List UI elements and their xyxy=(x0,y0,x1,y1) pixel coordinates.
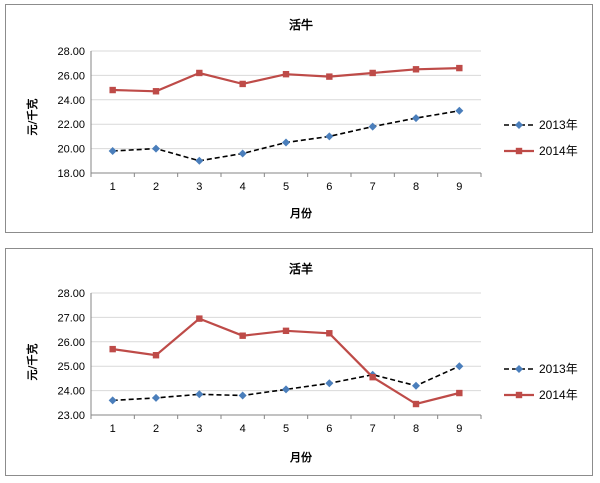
y-tick-label: 23.00 xyxy=(57,410,85,422)
data-point xyxy=(282,70,290,78)
data-point xyxy=(455,362,464,371)
x-tick-label: 8 xyxy=(413,181,419,193)
y-tick-label: 20.00 xyxy=(57,144,85,156)
data-point xyxy=(152,88,160,95)
x-tick-label: 8 xyxy=(413,423,419,435)
legend-label: 2014年 xyxy=(539,388,578,402)
data-point xyxy=(239,332,246,339)
x-tick-label: 4 xyxy=(240,423,246,435)
data-point xyxy=(412,381,420,390)
chart-panel-cattle: 活牛 月份 元/千克 28.00 26.00 24.00 22.00 20.00 18.0… xyxy=(5,4,593,233)
y-tick-label: 25.00 xyxy=(57,361,85,373)
data-point xyxy=(282,385,290,394)
legend-marker xyxy=(515,391,523,399)
x-tick-label: 6 xyxy=(326,423,332,435)
chart-sheep: 活羊 月份 元/千克 28.00 27.00 26.00 25.00 24.00 23.0… xyxy=(25,261,578,464)
legend-marker xyxy=(515,147,523,155)
data-point xyxy=(108,396,117,405)
data-point xyxy=(456,389,463,397)
y-tick-label: 26.00 xyxy=(57,70,85,82)
x-tick-label: 1 xyxy=(110,423,116,435)
data-point xyxy=(282,138,290,147)
legend-label: 2013年 xyxy=(539,362,578,376)
legend-label: 2014年 xyxy=(539,144,578,158)
x-tick-label: 2 xyxy=(153,423,159,435)
x-axis-label: 月份 xyxy=(289,450,313,464)
y-tick-label: 28.00 xyxy=(57,46,85,58)
data-point xyxy=(455,106,464,115)
y-axis-label: 元/千克 xyxy=(25,98,39,135)
y-tick-label: 26.00 xyxy=(57,337,85,349)
chart-title: 活羊 xyxy=(289,261,313,276)
data-point xyxy=(108,147,117,156)
x-tick-label: 5 xyxy=(283,181,289,193)
x-tick-label: 6 xyxy=(326,181,332,193)
x-tick-label: 9 xyxy=(456,423,462,435)
data-point xyxy=(238,391,247,400)
legend-label: 2013年 xyxy=(539,118,578,132)
data-point xyxy=(368,122,377,131)
legend-marker xyxy=(515,365,523,373)
x-tick-label: 1 xyxy=(110,181,116,193)
data-point xyxy=(282,327,290,335)
x-tick-label: 5 xyxy=(283,423,289,435)
y-tick-label: 24.00 xyxy=(57,386,85,398)
y-tick-label: 22.00 xyxy=(57,119,85,131)
x-tick-label: 3 xyxy=(196,423,202,435)
data-point xyxy=(325,132,334,141)
x-tick-label: 2 xyxy=(153,181,159,193)
data-point xyxy=(412,114,420,123)
chart-title: 活牛 xyxy=(289,17,313,32)
data-point xyxy=(238,149,247,158)
chart-cattle: 活牛 月份 元/千克 28.00 26.00 24.00 22.00 20.00 18.0… xyxy=(25,17,578,220)
series-line-2013年 xyxy=(112,110,460,162)
y-tick-label: 18.00 xyxy=(57,168,85,180)
data-point xyxy=(369,373,376,381)
chart-panel-sheep: 活羊 月份 元/千克 28.00 27.00 26.00 25.00 24.00 23.0… xyxy=(5,248,593,476)
data-point xyxy=(239,80,246,88)
x-tick-label: 4 xyxy=(240,181,246,193)
data-point xyxy=(196,315,203,322)
data-point xyxy=(412,400,420,408)
x-tick-label: 9 xyxy=(456,181,462,193)
x-tick-label: 7 xyxy=(370,423,376,435)
data-point xyxy=(109,345,116,353)
x-tick-label: 7 xyxy=(370,181,376,193)
data-point xyxy=(326,330,333,337)
y-axis-label: 元/千克 xyxy=(25,343,39,380)
data-point xyxy=(152,393,160,402)
x-axis-label: 月份 xyxy=(289,206,313,220)
data-point xyxy=(196,69,203,77)
data-point xyxy=(325,379,334,388)
data-point xyxy=(412,66,420,73)
y-tick-label: 28.00 xyxy=(57,288,85,300)
data-point xyxy=(456,64,463,72)
y-tick-label: 24.00 xyxy=(57,95,85,107)
data-point xyxy=(195,156,204,165)
data-point xyxy=(195,390,204,399)
series-line-2013年 xyxy=(112,365,460,402)
x-tick-label: 3 xyxy=(196,181,202,193)
data-point xyxy=(109,86,116,94)
data-point xyxy=(369,69,376,77)
data-point xyxy=(152,352,160,359)
data-point xyxy=(326,73,333,80)
data-point xyxy=(152,144,160,153)
legend-marker xyxy=(515,121,523,129)
y-tick-label: 27.00 xyxy=(57,312,85,324)
